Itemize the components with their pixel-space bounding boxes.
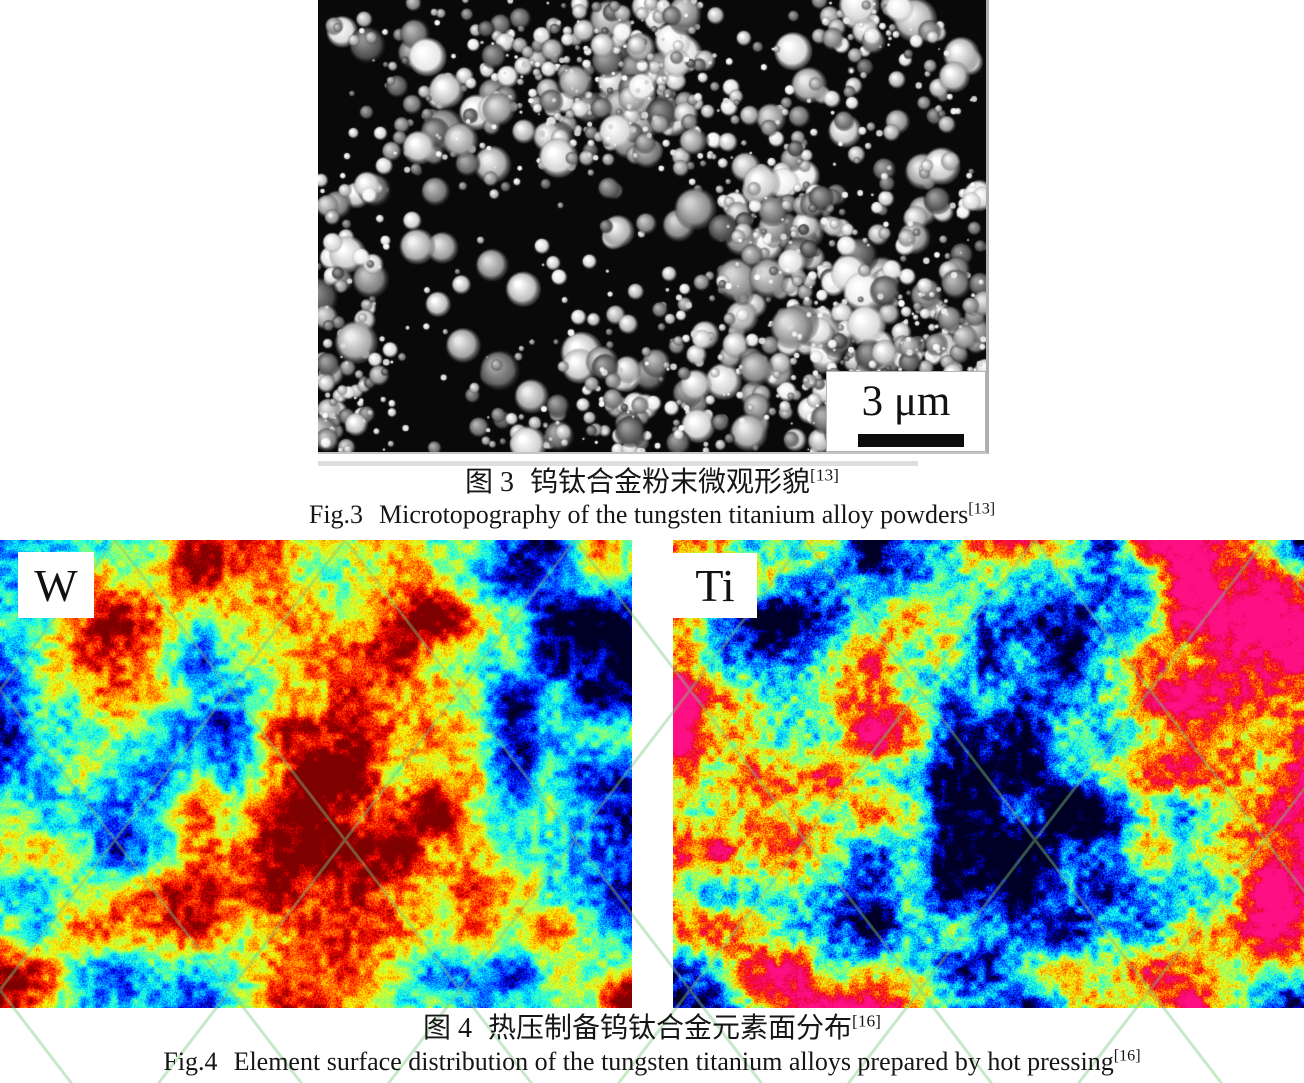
scale-bar: 3 μm: [826, 371, 986, 452]
figure4-title-zh: 热压制备钨钛合金元素面分布: [488, 1013, 853, 1044]
ti-panel-label: Ti: [695, 560, 735, 611]
figure4-caption-zh: 图 4 热压制备钨钛合金元素面分布[16]: [0, 1012, 1304, 1046]
figure4-number-zh: 图 4: [423, 1013, 473, 1044]
scale-bar-line: [858, 434, 964, 447]
figure3-citation-en: [13]: [968, 500, 996, 518]
w-panel-label: W: [34, 559, 78, 611]
figure3-number-en: Fig.3: [308, 500, 364, 529]
figure3-caption-zh: 图 3 钨钛合金粉末微观形貌[13]: [0, 466, 1304, 500]
image-shadow-strip: [318, 461, 918, 466]
w-panel-label-box: W: [18, 552, 94, 618]
ti-element-map-image: [673, 540, 1304, 1008]
figure3-number-zh: 图 3: [465, 467, 515, 498]
figure4-caption-en: Fig.4 Element surface distribution of the…: [0, 1046, 1304, 1078]
scale-bar-label: 3 μm: [861, 378, 951, 425]
figure4-citation-en: [16]: [1113, 1047, 1141, 1065]
figure3-caption-en: Fig.3 Microtopography of the tungsten tit…: [0, 499, 1304, 531]
ti-panel-label-box: Ti: [673, 553, 757, 618]
figure3-title-zh: 钨钛合金粉末微观形貌: [530, 467, 811, 498]
figure4-number-en: Fig.4: [163, 1047, 218, 1076]
figure4-citation-zh: [16]: [852, 1011, 881, 1031]
figure4-title-en: Element surface distribution of the tung…: [233, 1047, 1114, 1076]
figure3-citation-zh: [13]: [810, 465, 839, 485]
w-element-map-image: [0, 540, 632, 1008]
figure3-title-en: Microtopography of the tungsten titanium…: [379, 500, 969, 529]
